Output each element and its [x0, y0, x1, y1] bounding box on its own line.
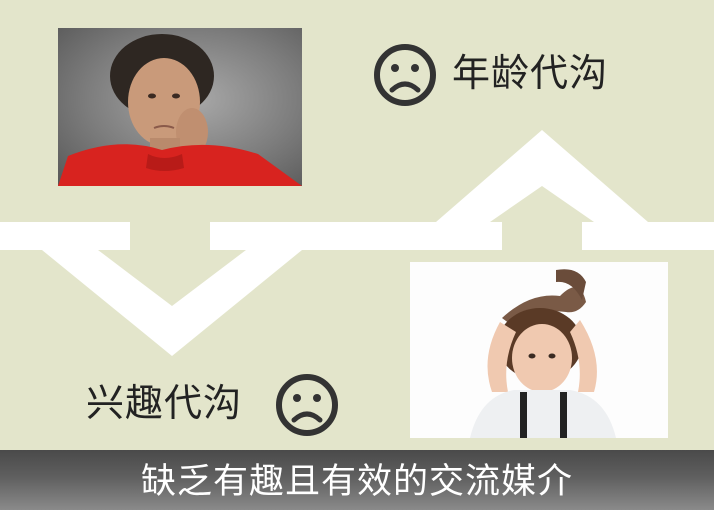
sad-face-icon [374, 44, 436, 106]
interest-gap-label: 兴趣代沟 [86, 381, 243, 425]
footer-bar [0, 450, 714, 510]
up-arrow-icon [436, 130, 648, 250]
horizontal-band [0, 222, 714, 250]
elderly-woman-photo [58, 28, 302, 186]
footer-caption: 缺乏有趣且有效的交流媒介 [140, 462, 573, 502]
age-gap-label: 年龄代沟 [452, 51, 609, 95]
down-arrow-icon [42, 222, 302, 356]
boy-with-horns-photo [410, 262, 668, 438]
sad-face-icon [276, 374, 338, 436]
